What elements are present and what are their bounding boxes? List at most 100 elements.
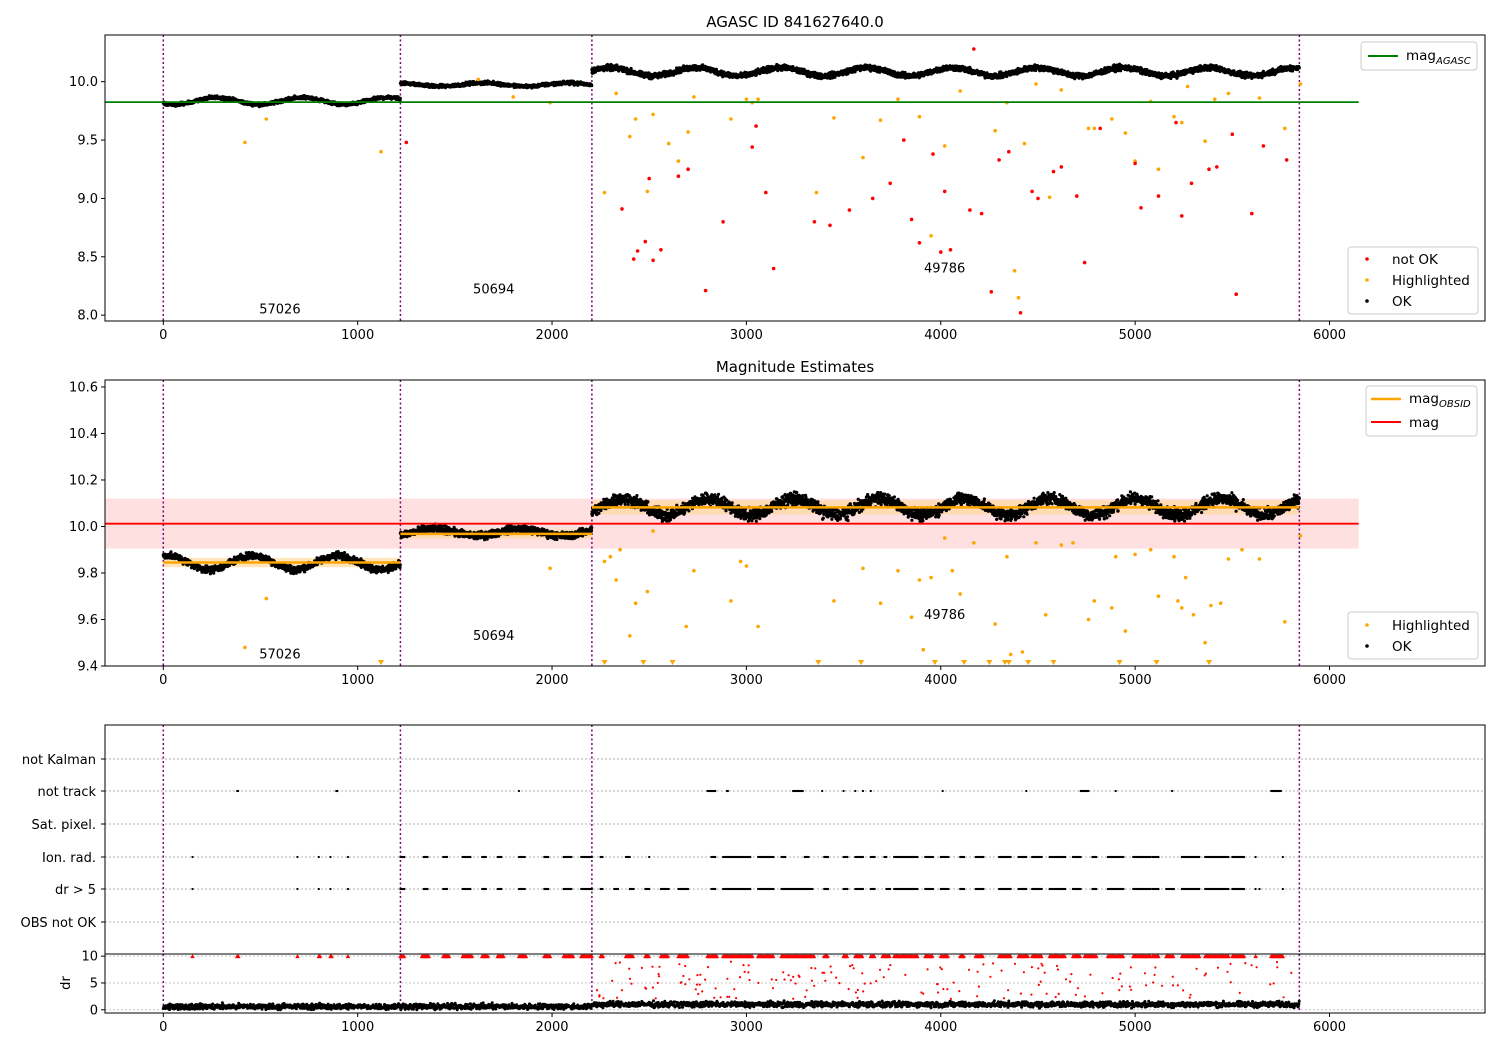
top-notok-point-25 [939, 250, 943, 254]
top-highlighted-point-6 [602, 190, 607, 195]
top-notok-point-7 [659, 248, 663, 252]
top-highlighted-point-8 [628, 134, 632, 139]
top-highlighted-point-16 [729, 117, 733, 121]
top-notok-point-13 [754, 124, 758, 128]
top-highlighted-point-19 [756, 97, 760, 101]
top-highlighted-point-33 [1022, 141, 1027, 146]
top-notok-point-32 [997, 158, 1001, 162]
top-highlighted-point-39 [1110, 117, 1114, 121]
top-highlighted-point-4 [511, 95, 515, 99]
top-obsid-label-50694: 50694 [473, 282, 514, 297]
top-notok-point-36 [1036, 196, 1040, 201]
top-highlighted-point-26 [929, 234, 933, 238]
top-highlighted-point-22 [861, 155, 865, 160]
top-plot-area: 57026 50694 49786 [105, 35, 1359, 321]
top-notok-point-1 [620, 207, 624, 211]
top-obsid-label-49786: 49786 [924, 261, 965, 276]
top-obsid-label-57026: 57026 [259, 302, 300, 317]
top-highlighted-point-29 [993, 128, 997, 133]
top-notok-point-31 [989, 290, 994, 294]
top-highlighted-point-36 [1059, 88, 1064, 92]
top-notok-point-43 [1139, 206, 1143, 210]
title-agasc: AGASC ID 841627640.0 [706, 13, 884, 31]
top-notok-point-39 [1075, 194, 1079, 198]
top-notok-point-15 [771, 266, 776, 271]
top-highlighted-point-38 [1092, 126, 1097, 131]
top-notok-point-0 [404, 140, 409, 145]
top-highlighted-point-24 [896, 97, 900, 101]
top-notok-point-2 [631, 257, 636, 261]
top-notok-point-34 [1018, 311, 1023, 315]
top-notok-point-41 [1098, 126, 1102, 131]
top-highlighted-point-31 [1012, 269, 1017, 273]
top-highlighted-point-23 [878, 118, 883, 122]
top-highlighted-point-25 [917, 114, 922, 119]
top-highlighted-point-52 [1298, 82, 1303, 86]
top-ok-point [1297, 66, 1301, 70]
top-highlighted-point-9 [633, 117, 638, 121]
top-notok-point-28 [968, 208, 972, 212]
top-notok-point-46 [1180, 214, 1184, 218]
top-notok-point-17 [828, 223, 832, 228]
top-highlighted-point-10 [645, 189, 650, 194]
top-highlighted-point-7 [614, 91, 618, 96]
top-notok-point-49 [1215, 165, 1219, 169]
top-highlighted-point-40 [1123, 131, 1128, 135]
top-highlighted-point-34 [1034, 82, 1038, 86]
top-notok-point-24 [931, 152, 935, 156]
top-highlighted-point-43 [1156, 167, 1161, 171]
top-highlighted-point-17 [744, 97, 749, 101]
top-notok-point-30 [979, 211, 984, 216]
top-highlighted-point-0 [243, 140, 247, 145]
top-notok-point-40 [1082, 260, 1087, 265]
top-notok-point-22 [909, 217, 914, 222]
top-highlighted-point-44 [1172, 114, 1176, 119]
top-notok-point-26 [942, 189, 947, 194]
top-notok-point-19 [870, 196, 875, 201]
top-highlighted-point-27 [942, 144, 947, 148]
top-highlighted-point-50 [1257, 96, 1262, 100]
top-highlighted-point-14 [686, 130, 690, 134]
top-ok-point [590, 84, 594, 88]
top-highlighted-point-45 [1180, 120, 1184, 125]
top-notok-point-53 [1261, 144, 1266, 148]
top-notok-point-8 [676, 174, 681, 178]
top-notok-point-21 [902, 138, 906, 142]
top-highlighted-point-13 [676, 159, 681, 163]
top-notok-point-33 [1007, 149, 1011, 154]
top-highlighted-point-21 [832, 116, 836, 120]
top-highlighted-point-37 [1086, 126, 1091, 131]
top-notok-point-6 [651, 258, 655, 263]
top-notok-point-9 [686, 167, 690, 171]
top-notok-point-54 [1284, 158, 1289, 162]
top-notok-point-51 [1234, 292, 1238, 297]
top-notok-point-48 [1207, 167, 1211, 171]
top-notok-point-5 [647, 176, 651, 181]
top-xtick-label-1000: 1000 [341, 328, 374, 343]
top-notok-point-4 [643, 239, 648, 244]
top-notok-point-16 [812, 220, 817, 224]
top-notok-point-38 [1059, 165, 1064, 169]
top-ok-point [398, 96, 402, 100]
top-notok-point-29 [972, 47, 976, 51]
top-notok-point-37 [1051, 169, 1056, 174]
top-notok-point-45 [1174, 120, 1178, 125]
top-highlighted-point-32 [1016, 295, 1021, 300]
top-highlighted-point-3 [476, 77, 481, 82]
top-notok-point-52 [1250, 211, 1254, 216]
top-highlighted-point-11 [651, 112, 655, 117]
top-highlighted-point-12 [666, 141, 671, 146]
top-highlighted-point-2 [379, 149, 383, 154]
top-notok-point-18 [847, 208, 852, 212]
top-notok-point-14 [764, 190, 768, 195]
top-notok-point-23 [917, 241, 922, 245]
top-highlighted-point-51 [1283, 126, 1287, 131]
top-highlighted-point-48 [1213, 97, 1217, 101]
top-notok-point-10 [703, 288, 708, 293]
top-notok-point-35 [1030, 189, 1034, 194]
top-notok-point-27 [948, 248, 953, 252]
top-highlighted-point-46 [1185, 84, 1190, 89]
top-notok-point-20 [888, 181, 892, 186]
